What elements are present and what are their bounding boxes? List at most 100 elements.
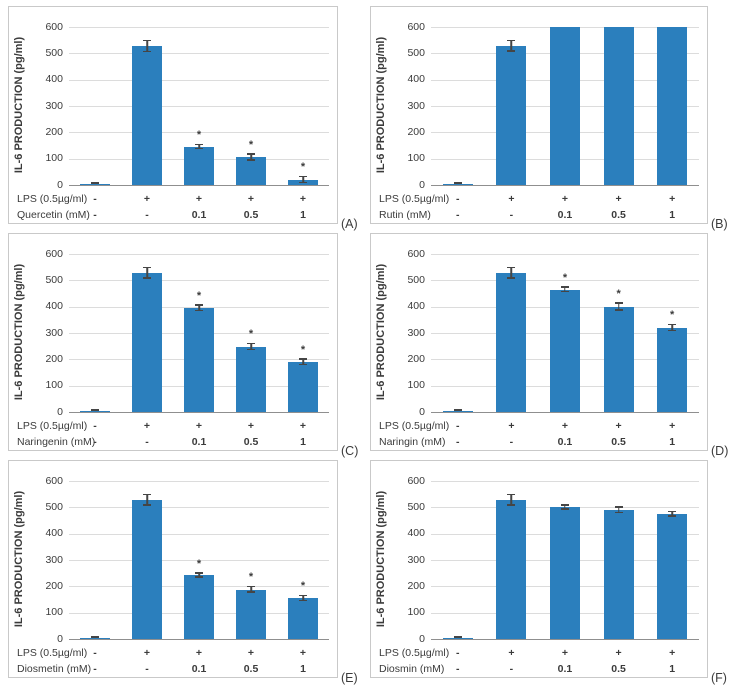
x-row-value: -: [456, 663, 460, 675]
error-bar-cap-bottom: [453, 409, 462, 412]
x-row-value: +: [143, 420, 151, 432]
x-row-values: - + + + +: [431, 193, 699, 207]
x-axis-line: [69, 639, 329, 640]
y-axis-title-text: IL-6 PRODUCTION (pg/ml): [13, 490, 25, 628]
bar: [184, 575, 214, 639]
gridline: [69, 79, 329, 81]
x-axis-line: [431, 185, 699, 186]
x-row-value: +: [561, 193, 569, 205]
y-tick-label: 200: [407, 579, 425, 592]
error-bar-cap-bottom: [560, 290, 569, 293]
y-axis-title: IL-6 PRODUCTION (pg/ml): [373, 479, 389, 639]
significance-marker: *: [248, 138, 254, 151]
bar-area: * * *: [431, 254, 699, 412]
gridline: [431, 481, 699, 482]
y-tick-label: 600: [45, 474, 63, 487]
bar: [496, 45, 527, 185]
bar-slot: *: [173, 254, 225, 412]
y-tick-label: 600: [45, 20, 63, 33]
y-axis-title-text: IL-6 PRODUCTION (pg/ml): [375, 263, 387, 401]
x-row-value: 0.1: [557, 209, 573, 221]
y-axis-title: IL-6 PRODUCTION (pg/ml): [373, 252, 389, 412]
bar-slot: [121, 481, 173, 639]
y-tick-label: 500: [407, 46, 425, 59]
x-row-values: - + + + +: [431, 420, 699, 434]
x-axis-row-lps: LPS (0.5µg/ml) - + + + +: [371, 647, 707, 661]
x-row-value: +: [143, 647, 151, 659]
y-tick-label: 500: [45, 46, 63, 59]
x-row-value: -: [93, 436, 97, 448]
error-bar: [510, 267, 513, 279]
panel-A: IL-6 PRODUCTION (pg/ml) 0 100 200 300 400 500…: [8, 6, 338, 224]
x-row-value: +: [508, 193, 515, 205]
y-axis-title: IL-6 PRODUCTION (pg/ml): [11, 479, 27, 639]
x-row-values: - + + + +: [431, 647, 699, 661]
x-axis-row-compound: Naringin (mM) - -0.1 0.5 1: [371, 436, 707, 450]
error-bar-cap-top: [247, 153, 255, 155]
x-row-value: -: [509, 663, 514, 675]
significance-marker: *: [196, 289, 202, 302]
error-bar-cap-bottom: [91, 409, 99, 412]
bar-slot: *: [538, 254, 592, 412]
panel-E: IL-6 PRODUCTION (pg/ml) 0 100 200 300 400 500…: [8, 460, 338, 678]
error-bar-cap-bottom: [614, 309, 623, 311]
bar: [184, 146, 214, 185]
error-bar-cap-top: [668, 323, 677, 326]
bar-slot: *: [225, 481, 277, 639]
bar: [657, 513, 688, 639]
error-bar-cap-bottom: [143, 277, 151, 279]
error-bar-cap-bottom: [668, 329, 677, 332]
panel-letter-F: (F): [711, 670, 727, 685]
error-bar-cap-top: [143, 39, 151, 42]
error-bar: [146, 494, 148, 506]
error-bar-cap-top: [299, 358, 307, 360]
error-bar-cap-top: [299, 594, 307, 597]
gridline: [431, 280, 699, 282]
y-tick-label: 400: [45, 300, 63, 313]
error-bar-cap-top: [560, 286, 569, 288]
y-tick-label: 0: [419, 632, 425, 645]
y-tick-label: 0: [57, 405, 63, 418]
x-row-value: -: [145, 436, 149, 448]
bar-slot: *: [173, 481, 225, 639]
x-row-value: -: [509, 209, 514, 221]
y-tick-label: 400: [407, 73, 425, 86]
bar-slot: *: [277, 481, 329, 639]
x-row-value: 0.1: [557, 663, 573, 675]
x-row-value: -: [93, 663, 97, 675]
bar-slot: [69, 481, 121, 639]
error-bar-cap-top: [507, 39, 516, 42]
error-bar-cap-top: [299, 175, 307, 178]
bar-slot: [538, 481, 592, 639]
error-bar-cap-bottom: [299, 181, 307, 184]
error-bar: [198, 144, 200, 150]
y-tick-label: 300: [407, 553, 425, 566]
x-row-value: +: [143, 193, 151, 205]
panel-C: IL-6 PRODUCTION (pg/ml) 0 100 200 300 400 500…: [8, 233, 338, 451]
x-row-value: 1: [669, 436, 676, 448]
x-row-value: -: [509, 436, 514, 448]
error-bar-cap-bottom: [453, 636, 462, 639]
bar: [132, 46, 162, 185]
bar-slot: [121, 254, 173, 412]
x-row-label: LPS (0.5µg/ml): [379, 647, 450, 659]
x-row-value: 0.1: [191, 209, 207, 221]
y-axis-title-text: IL-6 PRODUCTION (pg/ml): [375, 490, 387, 628]
x-row-values: - + + + +: [69, 420, 329, 434]
bar-slot: [431, 481, 485, 639]
error-bar-cap-bottom: [91, 182, 99, 185]
error-bar: [302, 358, 304, 366]
error-bar-cap-bottom: [668, 515, 677, 517]
error-bar-cap-bottom: [195, 576, 203, 578]
bar-area: [431, 481, 699, 639]
y-tick-label: 600: [45, 247, 63, 260]
error-bar: [510, 40, 513, 52]
x-row-value: 1: [300, 436, 306, 448]
bar: [603, 509, 634, 639]
x-row-values: - - 0.1 0.5 1: [69, 436, 329, 450]
error-bar: [250, 586, 252, 593]
error-bar-cap-top: [143, 493, 151, 496]
y-axis-title: IL-6 PRODUCTION (pg/ml): [373, 25, 389, 185]
bar-slot: [645, 27, 699, 185]
